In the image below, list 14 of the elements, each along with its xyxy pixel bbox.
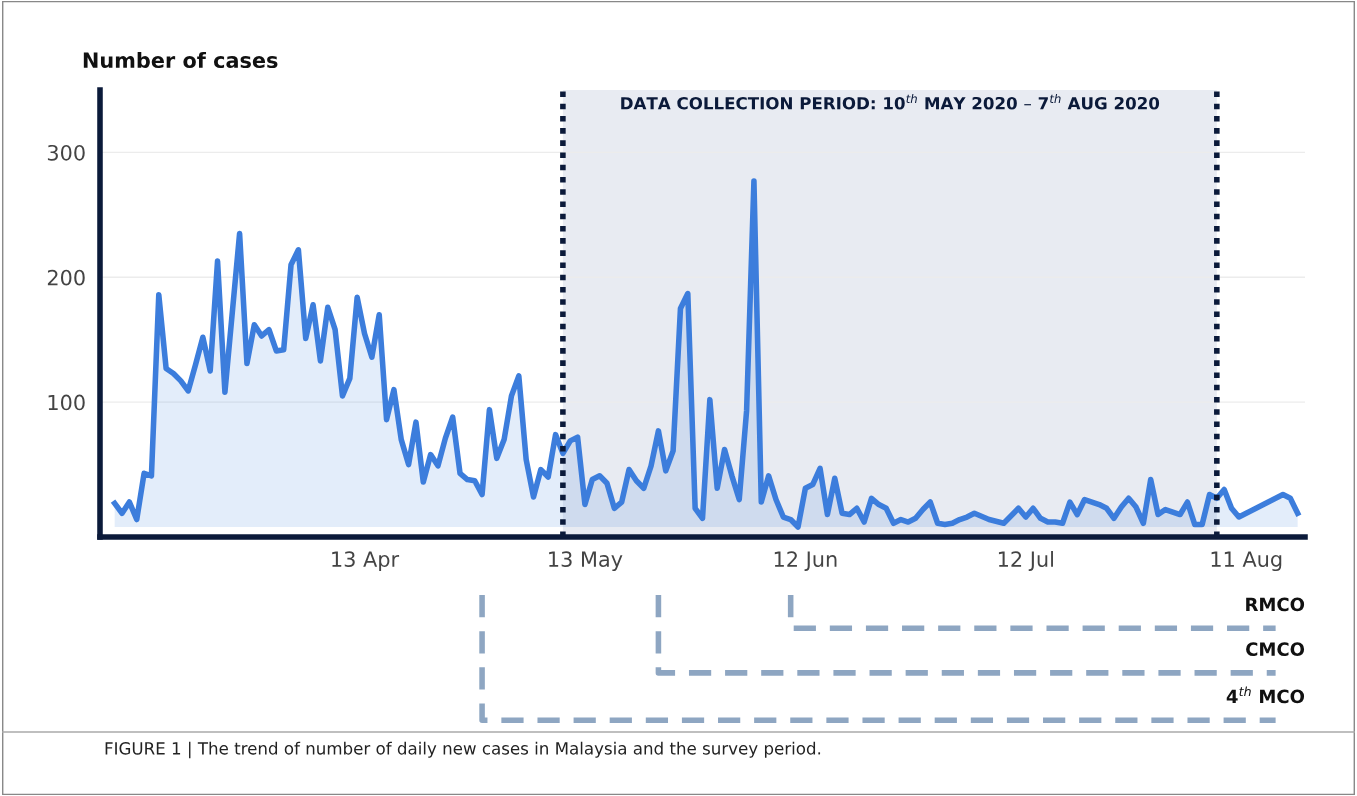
x-tick-label: 13 May: [549, 551, 623, 572]
band-label: DATA COLLECTION PERIOD: 10$^{th}$ MAY 2020 – 7$^{th}$ AUG 2020: [621, 94, 1160, 110]
y-tick-label: 100: [48, 394, 85, 411]
x-tick-label: 12 Jul: [998, 550, 1053, 571]
y-tick-label: 300: [47, 144, 85, 161]
y-tick-label: 200: [47, 269, 85, 286]
annotation: 4$^{th}$ MCO: [1226, 686, 1305, 704]
x-tick-label: 12 Jun: [774, 551, 837, 571]
caption: FIGURE 1 | The trend of number of daily new cases in Malaysia and the survey period.: [105, 741, 821, 759]
annotation: CMCO: [1246, 642, 1305, 656]
x-tick-label: 11 Aug: [1211, 551, 1282, 572]
y-axis-title: Number of cases: [83, 51, 278, 69]
annotation: RMCO: [1246, 597, 1305, 612]
x-tick-label: 13 Apr: [332, 551, 400, 572]
